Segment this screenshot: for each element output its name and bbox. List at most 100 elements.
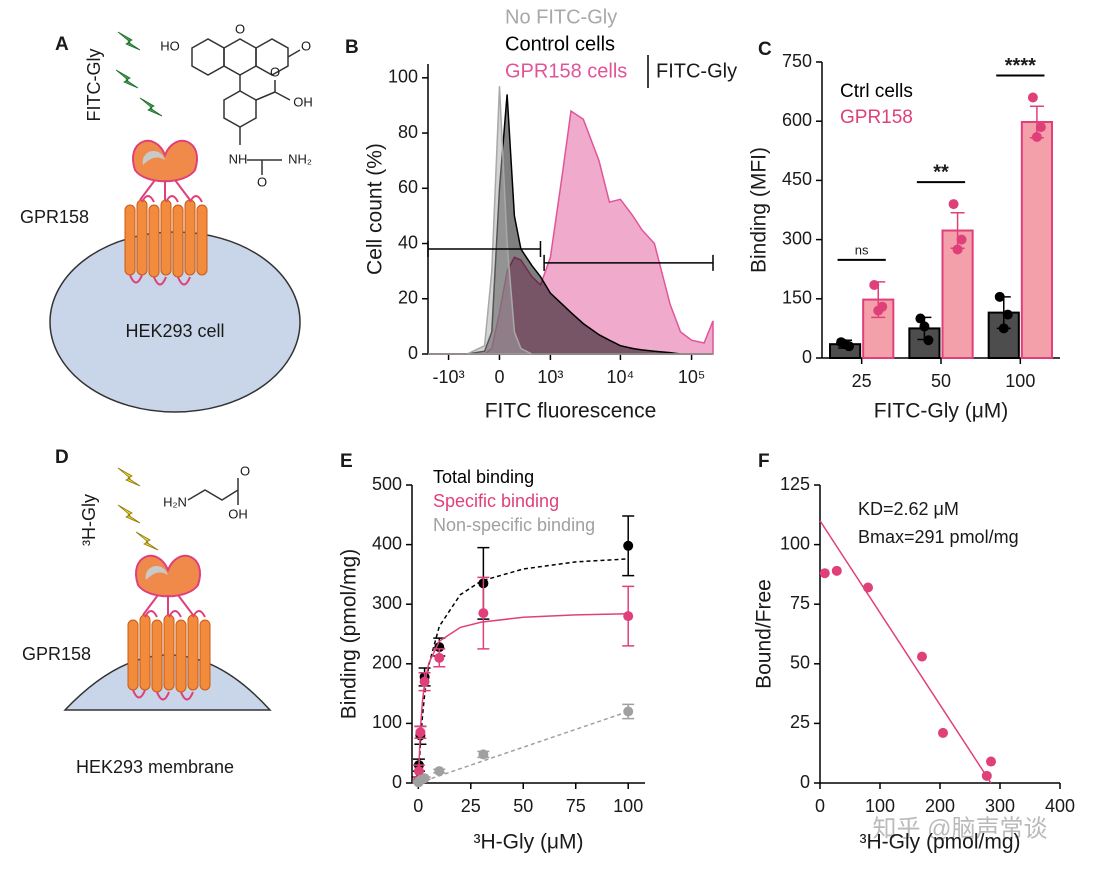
y-tick-label: 750 (782, 51, 812, 71)
significance-label: ns (855, 242, 869, 257)
atom-label: O (235, 21, 245, 36)
y-tick-label: 80 (398, 122, 418, 142)
receptor-label: GPR158 (22, 644, 91, 664)
bracket-label: FITC-Gly (656, 60, 737, 82)
data-point (981, 770, 992, 781)
y-tick-label: 200 (372, 653, 402, 673)
y-axis-title: Bound/Free (753, 579, 776, 689)
data-point (831, 565, 842, 576)
data-point (948, 199, 959, 210)
annotation: Bmax=291 pmol/mg (858, 527, 1019, 547)
chemical-structure (187, 478, 239, 505)
y-tick-label: 400 (372, 533, 402, 553)
data-point (478, 608, 489, 619)
y-tick-label: 450 (782, 169, 812, 189)
data-point (623, 540, 634, 551)
x-tick-label: 100 (613, 796, 643, 816)
x-tick-label: 50 (513, 796, 533, 816)
x-axis-title: FITC fluorescence (485, 400, 657, 423)
data-point (434, 652, 445, 663)
data-point (863, 582, 873, 593)
x-tick-label: 100 (1005, 371, 1035, 391)
data-point (413, 766, 424, 777)
x-tick-label: 25 (461, 796, 481, 816)
bar (1020, 120, 1053, 359)
legend-entry: Control cells (505, 33, 615, 55)
gate (543, 254, 714, 271)
data-point (986, 756, 996, 767)
ligand-bolts (117, 467, 159, 551)
panel-label: B (345, 37, 359, 58)
legend-entry: Non-specific binding (433, 515, 595, 535)
data-point (419, 676, 430, 687)
x-tick-label: 50 (931, 371, 951, 391)
y-tick-label: 0 (392, 772, 402, 792)
atom-label: OH (293, 94, 313, 109)
significance-label: ** (933, 161, 949, 183)
data-point (840, 339, 851, 350)
data-point (478, 749, 489, 760)
y-tick-label: 600 (782, 110, 812, 130)
data-point (819, 568, 830, 579)
y-tick-label: 75 (790, 593, 810, 613)
y-tick-label: 125 (780, 474, 810, 494)
x-tick-label: 25 (852, 371, 872, 391)
ligand-label: ³H-Gly (79, 494, 99, 546)
y-tick-label: 300 (782, 228, 812, 248)
fit-curve (417, 612, 629, 784)
fit-curve (417, 558, 629, 784)
legend-entry: GPR158 cells (505, 60, 627, 82)
data-point (873, 305, 884, 316)
membrane-label: HEK293 membrane (76, 757, 234, 777)
panel-label: F (758, 451, 770, 472)
y-tick-label: 150 (782, 288, 812, 308)
ligand-label: FITC-Gly (84, 49, 104, 122)
data-point (1031, 131, 1042, 142)
data-point (923, 335, 934, 346)
y-tick-label: 40 (398, 232, 418, 252)
x-tick-label: 300 (985, 796, 1015, 816)
data-point (869, 279, 880, 290)
data-point (915, 313, 926, 324)
atom-label: NH₂ (288, 151, 312, 166)
receptor (124, 139, 208, 286)
fit-curve (418, 710, 629, 784)
data-point (434, 766, 445, 777)
y-tick-label: 0 (800, 772, 810, 792)
x-tick-label: 10³ (537, 367, 563, 387)
data-point (919, 321, 930, 332)
atom-label: O (257, 174, 267, 189)
legend-entry: GPR158 (840, 107, 913, 128)
fit-line (819, 520, 992, 784)
y-tick-label: 25 (790, 712, 810, 732)
x-tick-label: 0 (413, 796, 423, 816)
y-tick-label: 0 (408, 343, 418, 363)
y-tick-label: 100 (780, 533, 810, 553)
x-tick-label: 10⁵ (678, 367, 705, 387)
atom-label: H₂N (163, 494, 187, 509)
legend-entry: No FITC-Gly (505, 6, 617, 28)
y-tick-label: 300 (372, 593, 402, 613)
data-point (998, 323, 1009, 334)
y-axis-title: Binding (pmol/mg) (338, 549, 361, 719)
y-tick-label: 0 (802, 347, 812, 367)
y-tick-label: 100 (372, 712, 402, 732)
x-axis-title: ³H-Gly (μM) (473, 831, 583, 854)
data-point (415, 727, 426, 738)
atom-label: O (240, 463, 250, 478)
data-point (1002, 309, 1013, 320)
bolt (115, 69, 139, 89)
cell-label: HEK293 cell (125, 321, 224, 341)
data-point (1027, 92, 1038, 103)
y-tick-label: 20 (398, 288, 418, 308)
y-tick-label: 60 (398, 177, 418, 197)
data-point (419, 773, 430, 784)
y-tick-label: 500 (372, 474, 402, 494)
data-point (917, 651, 927, 662)
data-point (938, 727, 948, 738)
x-tick-label: -10³ (433, 367, 465, 387)
x-tick-label: 100 (865, 796, 895, 816)
data-point (1035, 122, 1046, 133)
y-axis-title: Cell count (%) (364, 143, 387, 275)
